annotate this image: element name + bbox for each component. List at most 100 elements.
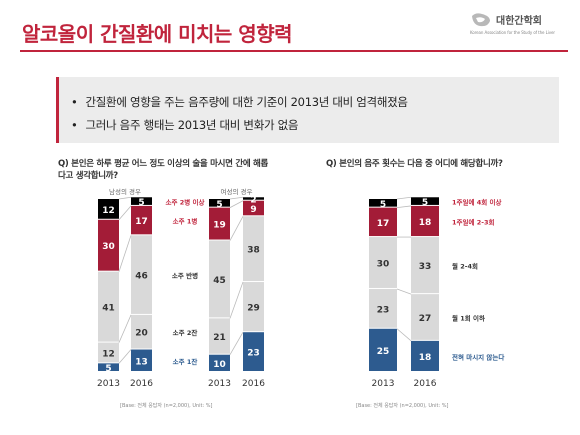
data-label: 10 (213, 360, 226, 370)
bar-segment (131, 314, 152, 349)
series-label: 월 2-4회 (452, 262, 478, 271)
bar-segment (411, 205, 439, 237)
bar-segment (209, 199, 230, 207)
data-label: 19 (213, 221, 226, 231)
series-label: 소주 1병 (173, 217, 198, 226)
bar-segment (131, 205, 152, 235)
bar-segment (369, 199, 397, 207)
bar-segment (369, 328, 397, 371)
bar-segment (411, 294, 439, 340)
bar-segment (131, 197, 152, 205)
liver-logo-icon (472, 13, 490, 27)
series-label: 소주 1잔 (173, 357, 198, 366)
data-label: 21 (213, 333, 226, 343)
logo-name: 대한간학회 (496, 16, 542, 27)
connector-line (229, 196, 244, 200)
data-label: 20 (135, 329, 148, 339)
data-label: 46 (135, 272, 148, 282)
connector-line (229, 281, 244, 319)
bar-segment (243, 200, 264, 216)
bar-segment (98, 363, 119, 371)
chart-2-question: Q) 본인의 음주 횟수는 다음 중 어디에 해당합니까? (326, 159, 503, 169)
data-label: 29 (247, 304, 260, 314)
page-title: 알코올이 간질환에 미치는 영향력 (22, 22, 293, 46)
x-tick-label: 2016 (242, 379, 265, 389)
bar-segment (411, 237, 439, 294)
bar-segment (411, 340, 439, 371)
bar-segment (243, 332, 264, 371)
series-label: 1주일에 2-3회 (452, 217, 494, 226)
data-label: 30 (102, 242, 115, 252)
x-tick-label: 2016 (414, 379, 437, 389)
series-label: 소주 반병 (172, 271, 198, 280)
summary-bullet: • 그러나 음주 행태는 2013년 대비 변화가 없음 (71, 118, 299, 132)
data-label: 18 (419, 218, 432, 228)
data-label: 38 (247, 246, 260, 256)
bar-segment (131, 349, 152, 371)
logo-subtitle: Korean Association for the Study of the … (470, 30, 555, 35)
data-label: 2 (250, 196, 256, 206)
bar-segment (369, 237, 397, 288)
connector-line (229, 332, 244, 355)
series-label: 월 1회 이하 (452, 314, 485, 323)
data-label: 45 (213, 276, 226, 286)
data-label: 9 (250, 205, 256, 215)
series-label: 1주일에 4회 이상 (452, 198, 501, 207)
connector-line (396, 205, 412, 209)
connector-line (118, 205, 132, 221)
bar-segment (209, 318, 230, 354)
data-label: 41 (102, 304, 115, 314)
data-label: 27 (419, 314, 432, 324)
x-tick-label: 2016 (130, 379, 153, 389)
series-label: 전혀 마시지 않는다 (452, 352, 504, 361)
data-label: 30 (377, 260, 390, 270)
data-label: 5 (380, 200, 386, 210)
data-label: 5 (216, 200, 222, 210)
x-tick-label: 2013 (97, 379, 120, 389)
bar-segment (98, 199, 119, 219)
chart-2-base-note: [Base: 전체 응답자 (n=2,000), Unit: %] (356, 403, 449, 409)
data-label: 23 (377, 305, 390, 315)
summary-bullet: • 간질환에 영향을 주는 음주량에 대한 기준이 2013년 대비 엄격해졌음 (71, 95, 408, 109)
bar-segment (369, 288, 397, 328)
data-label: 12 (102, 349, 115, 359)
connector-line (118, 235, 132, 272)
bar-segment (209, 354, 230, 371)
connector-line (396, 288, 412, 295)
x-tick-label: 2013 (372, 379, 395, 389)
connector-line (118, 196, 132, 200)
series-label: 소주 2병 이상 (166, 198, 205, 207)
bar-segment (243, 197, 264, 200)
data-label: 17 (135, 217, 148, 227)
bar-segment (243, 216, 264, 282)
title-divider (20, 50, 568, 52)
data-label: 13 (135, 357, 148, 367)
data-label: 5 (138, 198, 144, 208)
chart-1: 5 12 41 30 12 2013 13 20 46 17 5 2016 10 21 45 19 5 2013 2… (97, 187, 265, 389)
connector-line (118, 349, 132, 364)
logo: 대한간학회 Korean Association for the Study o… (470, 10, 570, 40)
connector-line (229, 200, 244, 209)
data-label: 5 (422, 198, 428, 208)
group-label: 여성의 경우 (221, 187, 253, 196)
series-label: 소주 2잔 (173, 328, 198, 337)
data-label: 25 (377, 347, 390, 357)
data-label: 12 (102, 206, 115, 216)
connector-line (118, 314, 132, 343)
bar-segment (131, 235, 152, 314)
bar-segment (369, 207, 397, 237)
bar-segment (98, 219, 119, 271)
chart-2: 25 23 30 17 5 2013 18 27 33 18 5 2016 전혀 마시지 않는다 월 1회… (369, 196, 504, 389)
data-label: 18 (419, 353, 432, 363)
bar-segment (98, 271, 119, 342)
connector-line (229, 216, 244, 241)
x-tick-label: 2013 (208, 379, 231, 389)
group-label: 남성의 경우 (109, 187, 141, 196)
data-label: 5 (105, 364, 111, 374)
chart-1-question: Q) 본인은 하루 평균 어느 정도 이상의 술을 마시면 간에 해롭다고 생각… (58, 159, 269, 181)
data-label: 33 (419, 262, 432, 272)
bar-segment (243, 282, 264, 332)
bar-segment (209, 207, 230, 240)
connector-line (396, 328, 412, 342)
bar-segment (98, 342, 119, 363)
